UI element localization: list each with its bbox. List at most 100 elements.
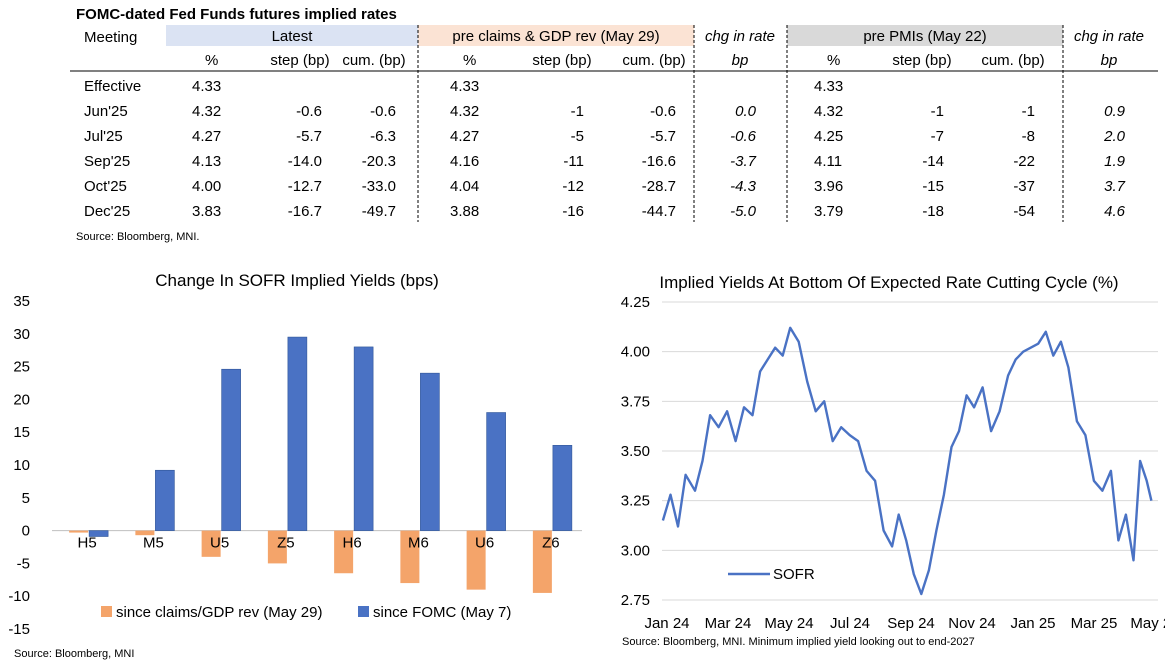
table-cell: -33.0 xyxy=(362,178,396,195)
bar-category-label: M6 xyxy=(408,535,429,552)
column-subheader: % xyxy=(463,52,476,69)
table-cell: -3.7 xyxy=(730,153,757,170)
line-y-tick-label: 3.75 xyxy=(621,393,650,410)
bar-y-tick-label: 20 xyxy=(13,391,30,408)
bar-category-label: U5 xyxy=(210,535,229,552)
table-cell: -54 xyxy=(1013,203,1035,220)
line-y-tick-label: 3.50 xyxy=(621,443,650,460)
table-cell: -1 xyxy=(571,103,584,120)
bar-since-fomc xyxy=(552,445,573,531)
legend-swatch xyxy=(358,606,369,617)
table-cell: -6.3 xyxy=(370,128,396,145)
bar-category-label: U6 xyxy=(475,535,494,552)
table-cell: 0.0 xyxy=(735,103,757,120)
bar-y-tick-label: 15 xyxy=(13,424,30,441)
table-header: Meeting Latest pre claims & GDP rev (May 2… xyxy=(70,25,1158,222)
bar-since-claims xyxy=(267,530,287,564)
table-cell: 4.27 xyxy=(192,128,221,145)
table-cell: 0.9 xyxy=(1104,103,1126,120)
table-cell: -44.7 xyxy=(642,203,676,220)
table-cell: -16.6 xyxy=(642,153,676,170)
group-header-bg xyxy=(166,25,418,46)
group-header-label: pre PMIs (May 22) xyxy=(863,28,986,45)
bar-since-fomc xyxy=(353,346,374,531)
bar-y-tick-label: -15 xyxy=(8,621,30,638)
group-header-label: Latest xyxy=(272,28,314,45)
meeting-label: Oct'25 xyxy=(84,178,127,195)
line-gridlines xyxy=(662,301,1158,601)
table-cell: 3.79 xyxy=(814,203,843,220)
table-cell: 3.83 xyxy=(192,203,221,220)
bar-since-claims xyxy=(466,530,486,590)
bar-chart-source: Source: Bloomberg, MNI xyxy=(14,648,134,660)
table-cell: -5.0 xyxy=(730,203,757,220)
table-cell: -7 xyxy=(931,128,944,145)
bar-y-tick-label: 25 xyxy=(13,359,30,376)
table-cell: 4.33 xyxy=(192,78,221,95)
table-cell: 4.00 xyxy=(192,178,221,195)
table-cell: 1.9 xyxy=(1104,153,1126,170)
line-x-tick-label: Jan 24 xyxy=(644,615,689,632)
column-subheader: step (bp) xyxy=(892,52,951,69)
fed-funds-table: FOMC-dated Fed Funds futures implied rat… xyxy=(70,6,1158,243)
bar-since-claims xyxy=(69,530,89,533)
table-cell: -37 xyxy=(1013,178,1035,195)
meeting-label: Sep'25 xyxy=(84,153,130,170)
legend-label: SOFR xyxy=(773,566,815,583)
table-cell: -49.7 xyxy=(362,203,396,220)
table-cell: -12 xyxy=(562,178,584,195)
meeting-label: Jul'25 xyxy=(84,128,123,145)
bar-category-label: Z6 xyxy=(542,535,560,552)
group-header-bg xyxy=(694,25,787,46)
group-header-label: pre claims & GDP rev (May 29) xyxy=(452,28,659,45)
bar-since-fomc xyxy=(420,372,440,531)
group-header-label: chg in rate xyxy=(1074,28,1144,45)
line-x-tick-label: Jan 25 xyxy=(1010,615,1055,632)
table-cell: -5 xyxy=(571,128,584,145)
line-y-tick-label: 3.00 xyxy=(621,542,650,559)
table-cell: -0.6 xyxy=(370,103,396,120)
bar-y-tick-label: 0 xyxy=(22,523,30,540)
table-cell: -18 xyxy=(922,203,944,220)
line-x-tick-label: Nov 24 xyxy=(948,615,996,632)
legend-swatch xyxy=(101,606,112,617)
bar-category-label: H5 xyxy=(78,535,97,552)
table-cell: -5.7 xyxy=(650,128,676,145)
table-cell: -1 xyxy=(931,103,944,120)
table-cell: 3.7 xyxy=(1104,178,1126,195)
line-y-tick-label: 2.75 xyxy=(621,592,650,609)
bar-plot-area xyxy=(52,336,582,593)
table-cell: 4.32 xyxy=(450,103,479,120)
table-body: Effective 4.33 4.33 4.33 Jun'25 4.32 -0.6 -0.6 4… xyxy=(84,78,1126,220)
column-subheader: step (bp) xyxy=(270,52,329,69)
table-cell: -11 xyxy=(563,153,584,170)
table-cell: -14 xyxy=(922,153,944,170)
column-subheader: cum. (bp) xyxy=(342,52,405,69)
table-cell: 3.96 xyxy=(814,178,843,195)
column-subheader: bp xyxy=(1101,52,1118,69)
table-cell: -14.0 xyxy=(288,153,322,170)
group-header-label: chg in rate xyxy=(705,28,775,45)
bar-since-claims xyxy=(334,530,354,574)
group-header-bg xyxy=(787,25,1063,46)
column-subheader: cum. (bp) xyxy=(981,52,1044,69)
line-y-axis: 4.25 4.00 3.75 3.50 3.25 3.00 2.75 xyxy=(621,294,650,609)
line-x-tick-label: Sep 24 xyxy=(887,615,935,632)
meeting-label: Dec'25 xyxy=(84,203,130,220)
bar-chart-title: Change In SOFR Implied Yields (bps) xyxy=(155,271,438,290)
line-plot-area xyxy=(661,326,1153,596)
bar-since-fomc xyxy=(155,469,175,531)
bar-since-fomc xyxy=(88,530,109,537)
line-y-tick-label: 3.25 xyxy=(621,493,650,510)
table-cell: 4.33 xyxy=(450,78,479,95)
bar-category-label: M5 xyxy=(143,535,164,552)
table-cell: 4.25 xyxy=(814,128,843,145)
table-cell: 4.33 xyxy=(814,78,843,95)
bar-y-tick-label: -10 xyxy=(8,588,30,605)
meeting-header: Meeting xyxy=(84,29,137,46)
table-cell: 4.13 xyxy=(192,153,221,170)
table-source: Source: Bloomberg, MNI. xyxy=(76,231,200,243)
bar-x-axis: H5 M5 U5 Z5 H6 M6 U6 Z6 xyxy=(78,535,560,552)
group-header-bg xyxy=(1063,25,1155,46)
line-y-tick-label: 4.00 xyxy=(621,344,650,361)
